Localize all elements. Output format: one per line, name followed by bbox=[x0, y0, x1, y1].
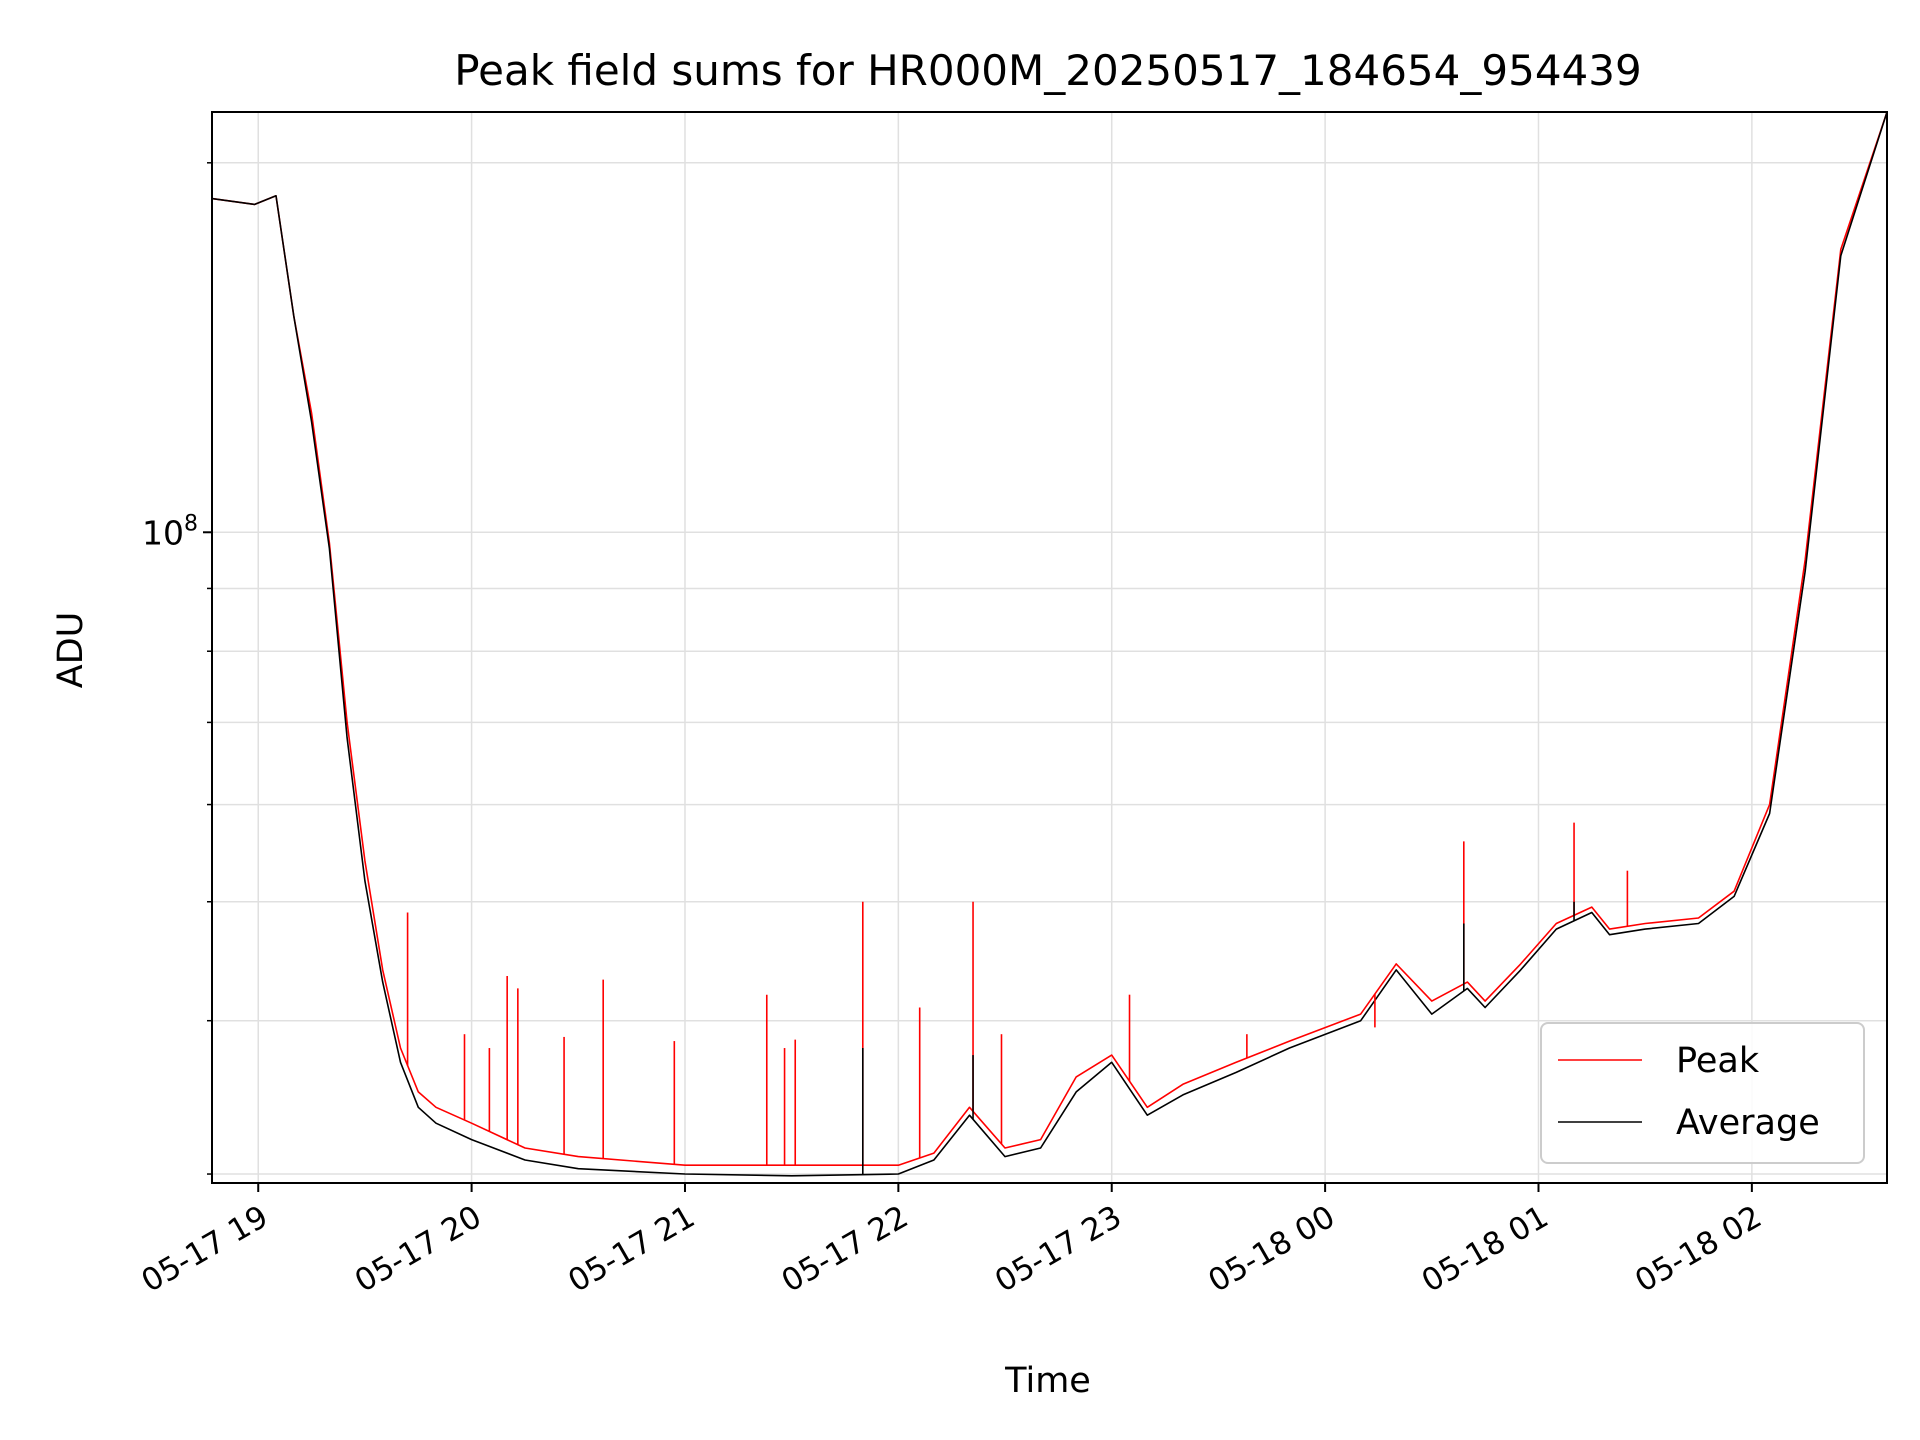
grid-lines bbox=[212, 112, 1887, 1183]
y-axis-label: ADU bbox=[51, 612, 91, 689]
legend-average-label: Average bbox=[1676, 1103, 1820, 1143]
spike-layer bbox=[406, 822, 1629, 1175]
chart-title: Peak field sums for HR000M_20250517_1846… bbox=[454, 46, 1641, 95]
legend-peak-label: Peak bbox=[1676, 1041, 1760, 1081]
y-tick-label-1e8: 108 bbox=[142, 511, 198, 552]
y-tick-label-exponent: 8 bbox=[184, 511, 198, 536]
plot-frame bbox=[211, 111, 1888, 1184]
legend: Peak Average bbox=[1540, 1022, 1865, 1164]
x-axis-label: Time bbox=[1004, 1361, 1091, 1401]
y-axis-ticks bbox=[203, 162, 212, 1175]
series-line-peak bbox=[211, 111, 1888, 1166]
y-tick-label-base: 10 bbox=[142, 513, 184, 552]
series-layer bbox=[211, 111, 1888, 1177]
legend-box bbox=[1540, 1022, 1865, 1164]
series-line-average bbox=[211, 111, 1888, 1177]
